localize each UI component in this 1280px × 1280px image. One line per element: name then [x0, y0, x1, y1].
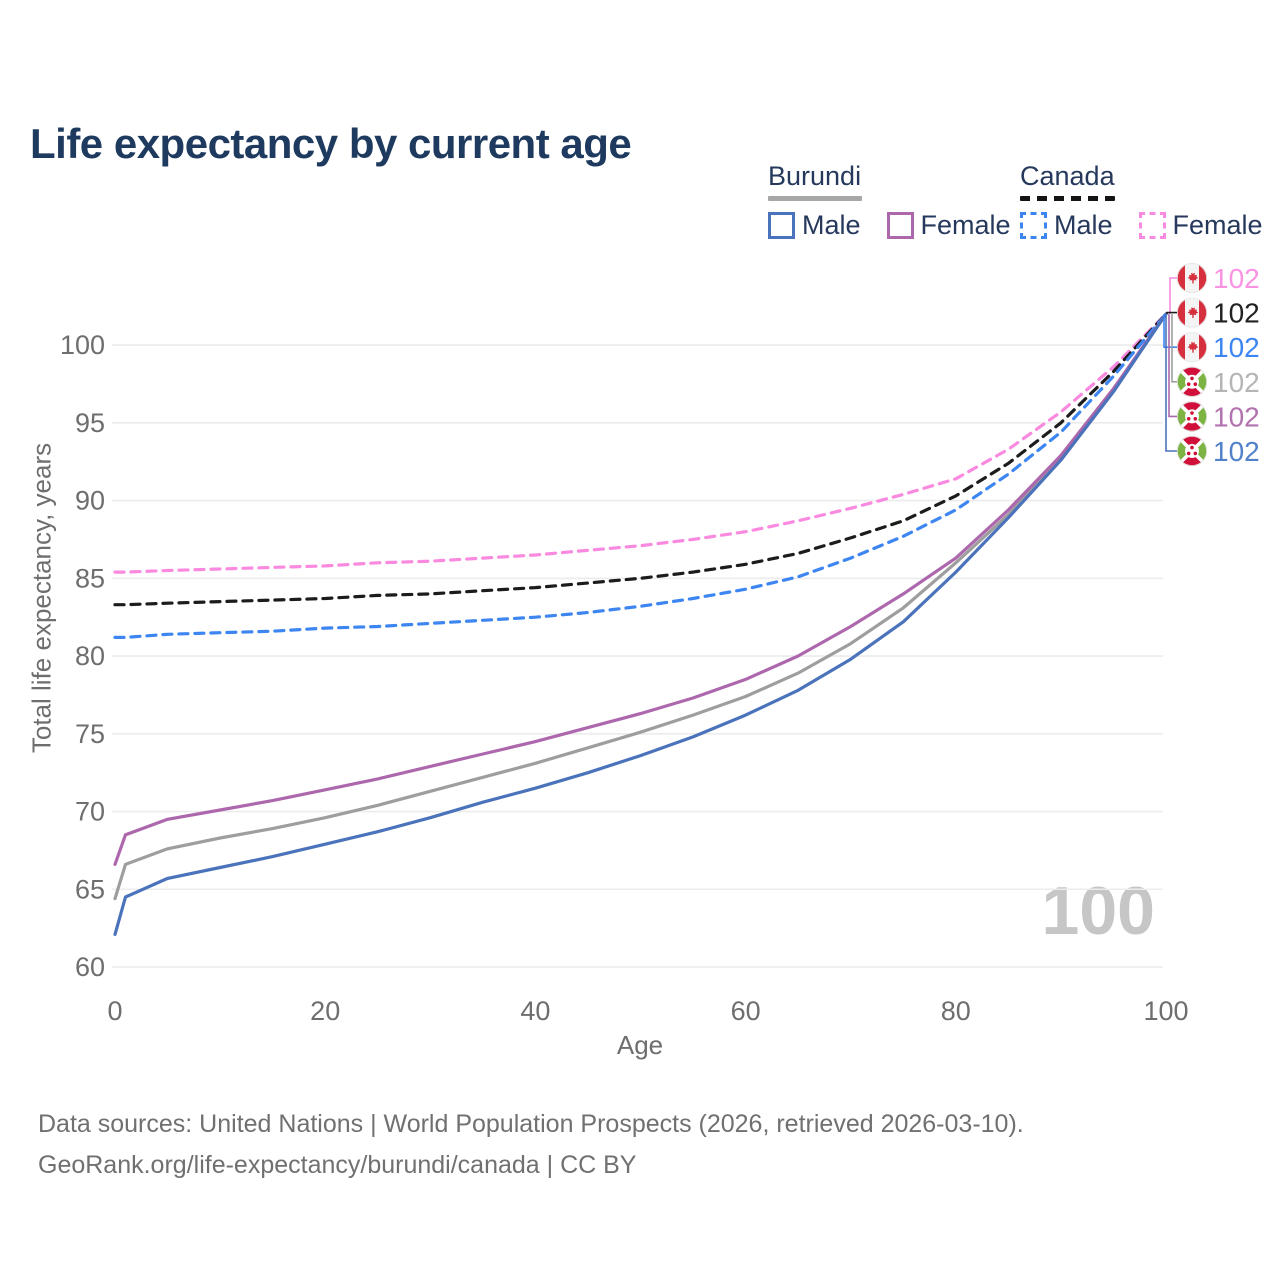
leader-line-burundi-female	[1168, 314, 1177, 418]
series-line-canada-female[interactable]	[113, 312, 1168, 574]
leader-line-canada-female	[1169, 277, 1177, 314]
legend-group-burundi: Burundi Male Female	[768, 161, 1011, 241]
burundi-flag-icon	[1175, 434, 1209, 468]
end-value-label-burundi-female: 102	[1213, 401, 1260, 432]
legend-group-title-canada: Canada	[1020, 161, 1115, 191]
legend-group-title-burundi: Burundi	[768, 161, 862, 191]
y-tick-label: 85	[75, 563, 105, 593]
end-value-label-burundi-male: 102	[1213, 436, 1260, 467]
end-value-label-canada-male: 102	[1213, 332, 1260, 363]
end-value-label-canada-both: 102	[1213, 298, 1260, 329]
canada-flag-icon	[1177, 298, 1207, 328]
burundi-male-swatch-icon	[768, 211, 795, 239]
burundi-flag-icon	[1175, 399, 1209, 433]
legend-item-label: Female	[1172, 209, 1263, 240]
legend-item-burundi-male[interactable]: Male	[768, 210, 861, 241]
y-tick-label: 95	[75, 408, 105, 438]
burundi-flag-icon	[1175, 365, 1209, 399]
legend-underline-burundi	[768, 195, 862, 201]
age-counter-watermark: 100	[1041, 873, 1155, 949]
burundi-female-swatch-icon	[886, 211, 914, 239]
leader-line-canada-both	[1166, 311, 1177, 314]
legend-item-label: Male	[1054, 209, 1113, 240]
end-value-label-burundi-both: 102	[1213, 367, 1260, 398]
x-tick-label: 60	[731, 996, 761, 1026]
x-tick-label: 20	[310, 996, 340, 1026]
leader-line-burundi-male	[1165, 314, 1177, 452]
legend-item-canada-male[interactable]: Male	[1020, 210, 1113, 241]
series-line-burundi-male[interactable]	[113, 312, 1168, 937]
legend-item-canada-female[interactable]: Female	[1138, 209, 1263, 241]
y-tick-label: 90	[75, 486, 105, 516]
x-tick-label: 40	[520, 996, 550, 1026]
legend-item-label: Male	[802, 209, 861, 240]
y-tick-label: 100	[60, 330, 105, 360]
y-tick-label: 65	[75, 874, 105, 904]
legend-item-label: Female	[920, 209, 1011, 240]
series-line-burundi-both[interactable]	[113, 312, 1168, 901]
legend-underline-canada	[1020, 195, 1115, 201]
x-tick-label: 100	[1143, 996, 1188, 1026]
legend-item-burundi-female[interactable]: Female	[886, 209, 1011, 241]
end-value-label-canada-female: 102	[1213, 263, 1260, 294]
series-line-canada-male[interactable]	[113, 312, 1168, 640]
canada-flag-icon	[1177, 263, 1207, 293]
y-tick-label: 70	[75, 797, 105, 827]
footer: Data sources: United Nations | World Pop…	[38, 1104, 1024, 1186]
canada-flag-icon	[1177, 332, 1207, 362]
legend-group-canada: Canada Male Female	[1020, 161, 1263, 241]
canada-female-swatch-icon	[1138, 211, 1166, 239]
y-tick-label: 75	[75, 719, 105, 749]
x-tick-label: 80	[941, 996, 971, 1026]
x-axis-title: Age	[616, 1030, 664, 1060]
x-tick-label: 0	[107, 996, 122, 1026]
leader-line-burundi-both	[1171, 314, 1177, 383]
y-tick-label: 80	[75, 641, 105, 671]
y-tick-label: 60	[75, 952, 105, 982]
attribution-line: GeoRank.org/life-expectancy/burundi/cana…	[38, 1151, 637, 1179]
data-sources-line: Data sources: United Nations | World Pop…	[38, 1110, 1024, 1138]
series-line-canada-both[interactable]	[113, 312, 1168, 607]
series-line-burundi-female[interactable]	[113, 312, 1168, 867]
canada-male-swatch-icon	[1020, 211, 1047, 239]
page-title: Life expectancy by current age	[30, 120, 632, 168]
